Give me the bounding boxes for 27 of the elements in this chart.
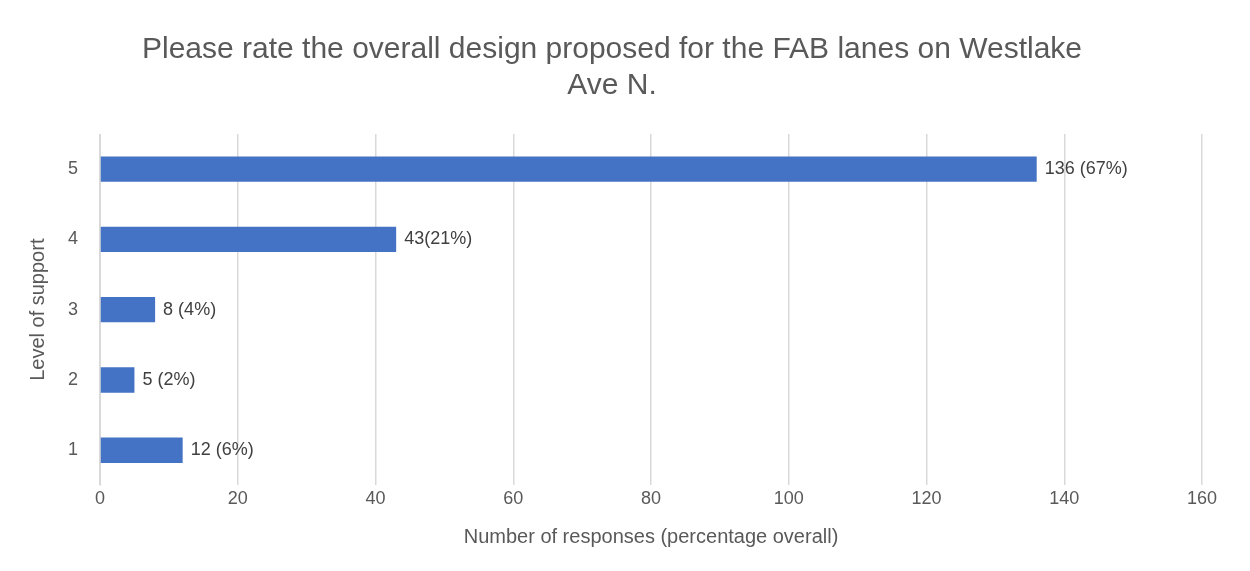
- x-tick-label: 40: [365, 488, 386, 509]
- x-tick-label: 60: [503, 488, 524, 509]
- bar: [100, 367, 135, 393]
- bar: [100, 437, 183, 463]
- data-label: 43(21%): [404, 228, 473, 249]
- data-label: 8 (4%): [163, 298, 217, 319]
- x-tick-label: 140: [1049, 488, 1080, 509]
- bar: [100, 297, 156, 323]
- bar: [100, 156, 1037, 182]
- y-tick-label: 3: [68, 298, 79, 319]
- y-axis-title: Level of support: [25, 238, 48, 381]
- data-label: 5 (2%): [142, 368, 196, 389]
- y-tick-label: 2: [68, 368, 79, 389]
- x-tick-label: 80: [640, 488, 662, 509]
- data-label: 12 (6%): [190, 439, 254, 460]
- x-tick-label: 20: [227, 488, 248, 509]
- y-tick-label: 5: [68, 158, 79, 179]
- y-tick-label: 1: [68, 439, 79, 460]
- x-tick-label: 160: [1186, 488, 1218, 509]
- chart-title: Please rate the overall design proposed for the FAB lanes on Westlake Ave N.: [141, 31, 1083, 101]
- data-label: 136 (67%): [1044, 158, 1128, 179]
- y-tick-label: 4: [68, 228, 79, 249]
- bar: [100, 226, 397, 253]
- x-tick-label: 120: [911, 488, 942, 509]
- x-tick-label: 0: [95, 488, 106, 509]
- x-tick-label: 100: [773, 488, 804, 509]
- x-axis-title: Number of responses (percentage overall): [463, 524, 839, 547]
